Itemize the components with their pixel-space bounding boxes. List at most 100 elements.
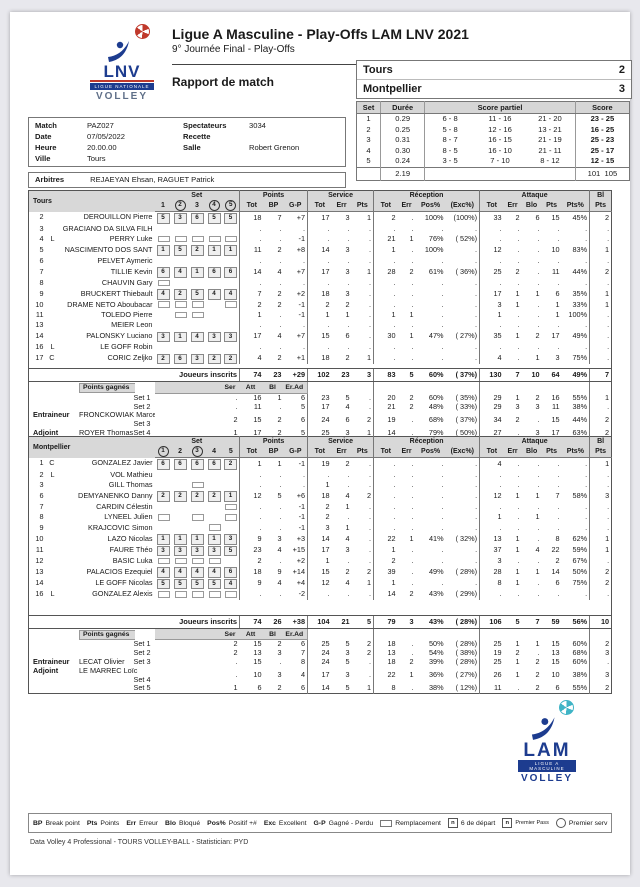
stat-cell: 1 <box>239 310 264 321</box>
stat-cell: ( 33%) <box>455 402 478 411</box>
stat-cell: . <box>585 320 588 330</box>
stat-cell: . <box>239 342 264 353</box>
lnv-volley-label: VOLLEY <box>95 91 148 102</box>
stat-cell: 56% <box>561 614 590 629</box>
stat-cell: 106 <box>479 614 504 629</box>
stat-cell: . <box>585 277 588 287</box>
stat-cell: . <box>557 342 560 352</box>
set-position-cell <box>206 342 223 352</box>
set-position-cell <box>172 300 189 310</box>
stat-cell: 1 <box>589 244 612 256</box>
set-position-cell <box>206 589 223 599</box>
stat-cell: 13 <box>479 533 504 545</box>
player-name: GONZALEZ Javier <box>91 458 153 468</box>
stat-cell: . <box>411 458 414 468</box>
set-number: 2 <box>171 446 189 458</box>
stat-cell: 3 <box>345 212 350 222</box>
stat-cell: . <box>441 299 444 309</box>
stat-cell: 19 <box>373 411 398 429</box>
stat-cell: 60% <box>428 393 444 402</box>
set-position-cell <box>206 234 223 244</box>
stat-cell: . <box>441 490 444 500</box>
set-position-cell: 3 <box>155 331 172 343</box>
set-position-cell: 3 <box>223 533 240 545</box>
player-number: 10 <box>35 299 44 309</box>
set-group-header: Set <box>154 436 240 446</box>
stat-cell: 26 <box>479 666 504 685</box>
stat-cell: 60% <box>572 639 588 649</box>
start-position-box: 2 <box>207 353 221 365</box>
player-number: 4 <box>39 233 44 243</box>
stat-cell: 1 <box>345 310 350 320</box>
player-row: 16 L GONZALEZ Alexis.. -2... 14 2 43%( 29%)...… <box>29 589 612 600</box>
stat-cell: 33% <box>572 299 588 309</box>
stat-cell: . <box>369 310 372 320</box>
stat-cell: 2 <box>307 512 332 523</box>
stat-cell: 1 <box>535 512 540 522</box>
red-divider <box>90 80 154 82</box>
stat-cell: . <box>411 522 414 532</box>
set-number: 2 <box>171 200 189 212</box>
stat-cell: . <box>369 522 372 532</box>
set-position-cell: 3 <box>206 545 223 557</box>
player-row: 16 L LE GOFF Robin................ <box>29 342 612 353</box>
substitute-box <box>174 311 187 319</box>
col-header: Err <box>503 200 522 212</box>
col-header: Blo <box>521 446 542 458</box>
stat-cell: . <box>589 277 612 289</box>
stat-cell: 35% <box>572 288 588 298</box>
col-header: Pts% <box>561 200 590 212</box>
stat-cell: . <box>537 223 540 233</box>
stat-cell: . <box>239 255 264 267</box>
stat-cell: 13 <box>551 649 560 658</box>
col-score: Score <box>574 101 630 114</box>
partial-score: 7 - 10 <box>490 156 510 165</box>
stat-cell: . <box>441 578 444 588</box>
totals-label: Joueurs inscrits <box>28 368 240 383</box>
set-position-cell: 1 <box>206 244 223 256</box>
stat-cell: 30 <box>373 330 398 343</box>
stat-cell: . <box>479 255 504 267</box>
stat-cell: -1 <box>298 233 306 243</box>
set-position-cell: 2 <box>172 288 189 300</box>
stat-cell: . <box>411 566 414 576</box>
pg-col-header: Bl <box>263 381 284 394</box>
stat-cell: 45% <box>572 212 588 222</box>
stat-cell: 1 <box>373 310 398 321</box>
points-gagnes-label: Points gagnés <box>79 383 136 394</box>
team-name: Tours <box>28 190 155 212</box>
stat-cell: . <box>307 589 332 600</box>
player-number: 13 <box>35 320 44 330</box>
stat-cell: . <box>537 479 540 489</box>
stat-cell: 58% <box>572 490 588 500</box>
stat-cell: 2 <box>345 566 350 576</box>
player-number: 11 <box>35 310 44 320</box>
start-position-box: 4 <box>173 267 187 278</box>
player-row: 14 LE GOFF Nicolas 5 5 5 5 4 9 4 +4 12 4 1 1... 8 1. 6 75… <box>29 577 612 590</box>
legend-abbr: Exc <box>263 819 276 827</box>
stat-cell: 8 <box>555 533 560 543</box>
col-header: Tot <box>479 200 504 212</box>
stat-cell: 1 <box>277 458 282 468</box>
stat-cell: . <box>537 233 540 243</box>
stat-cell: 2 <box>233 639 238 649</box>
label-spectateurs: Spectateurs <box>183 121 227 130</box>
legend-text: 6 de départ <box>460 819 496 827</box>
player-number: 9 <box>39 522 44 532</box>
stat-cell: 2 <box>367 566 372 576</box>
player-row: 8 LYNEEL Julien.. -1 2...... 1. 1... <box>29 512 612 523</box>
set-position-cell <box>189 234 206 244</box>
legend-abbr: G-P <box>313 819 326 827</box>
stat-cell: 83 <box>373 368 398 383</box>
stat-cell: . <box>475 556 478 566</box>
set-position-cell: 3 <box>155 545 172 557</box>
col-header: G-P <box>283 446 308 458</box>
player-role <box>46 278 57 288</box>
stat-cell: 25 <box>307 428 332 438</box>
stat-cell: . <box>589 223 612 234</box>
stat-cell: . <box>441 512 444 522</box>
substitute-box <box>157 591 170 598</box>
player-role <box>46 502 57 512</box>
start-position-box: 2 <box>224 353 237 365</box>
start-position-box: 3 <box>224 534 238 545</box>
